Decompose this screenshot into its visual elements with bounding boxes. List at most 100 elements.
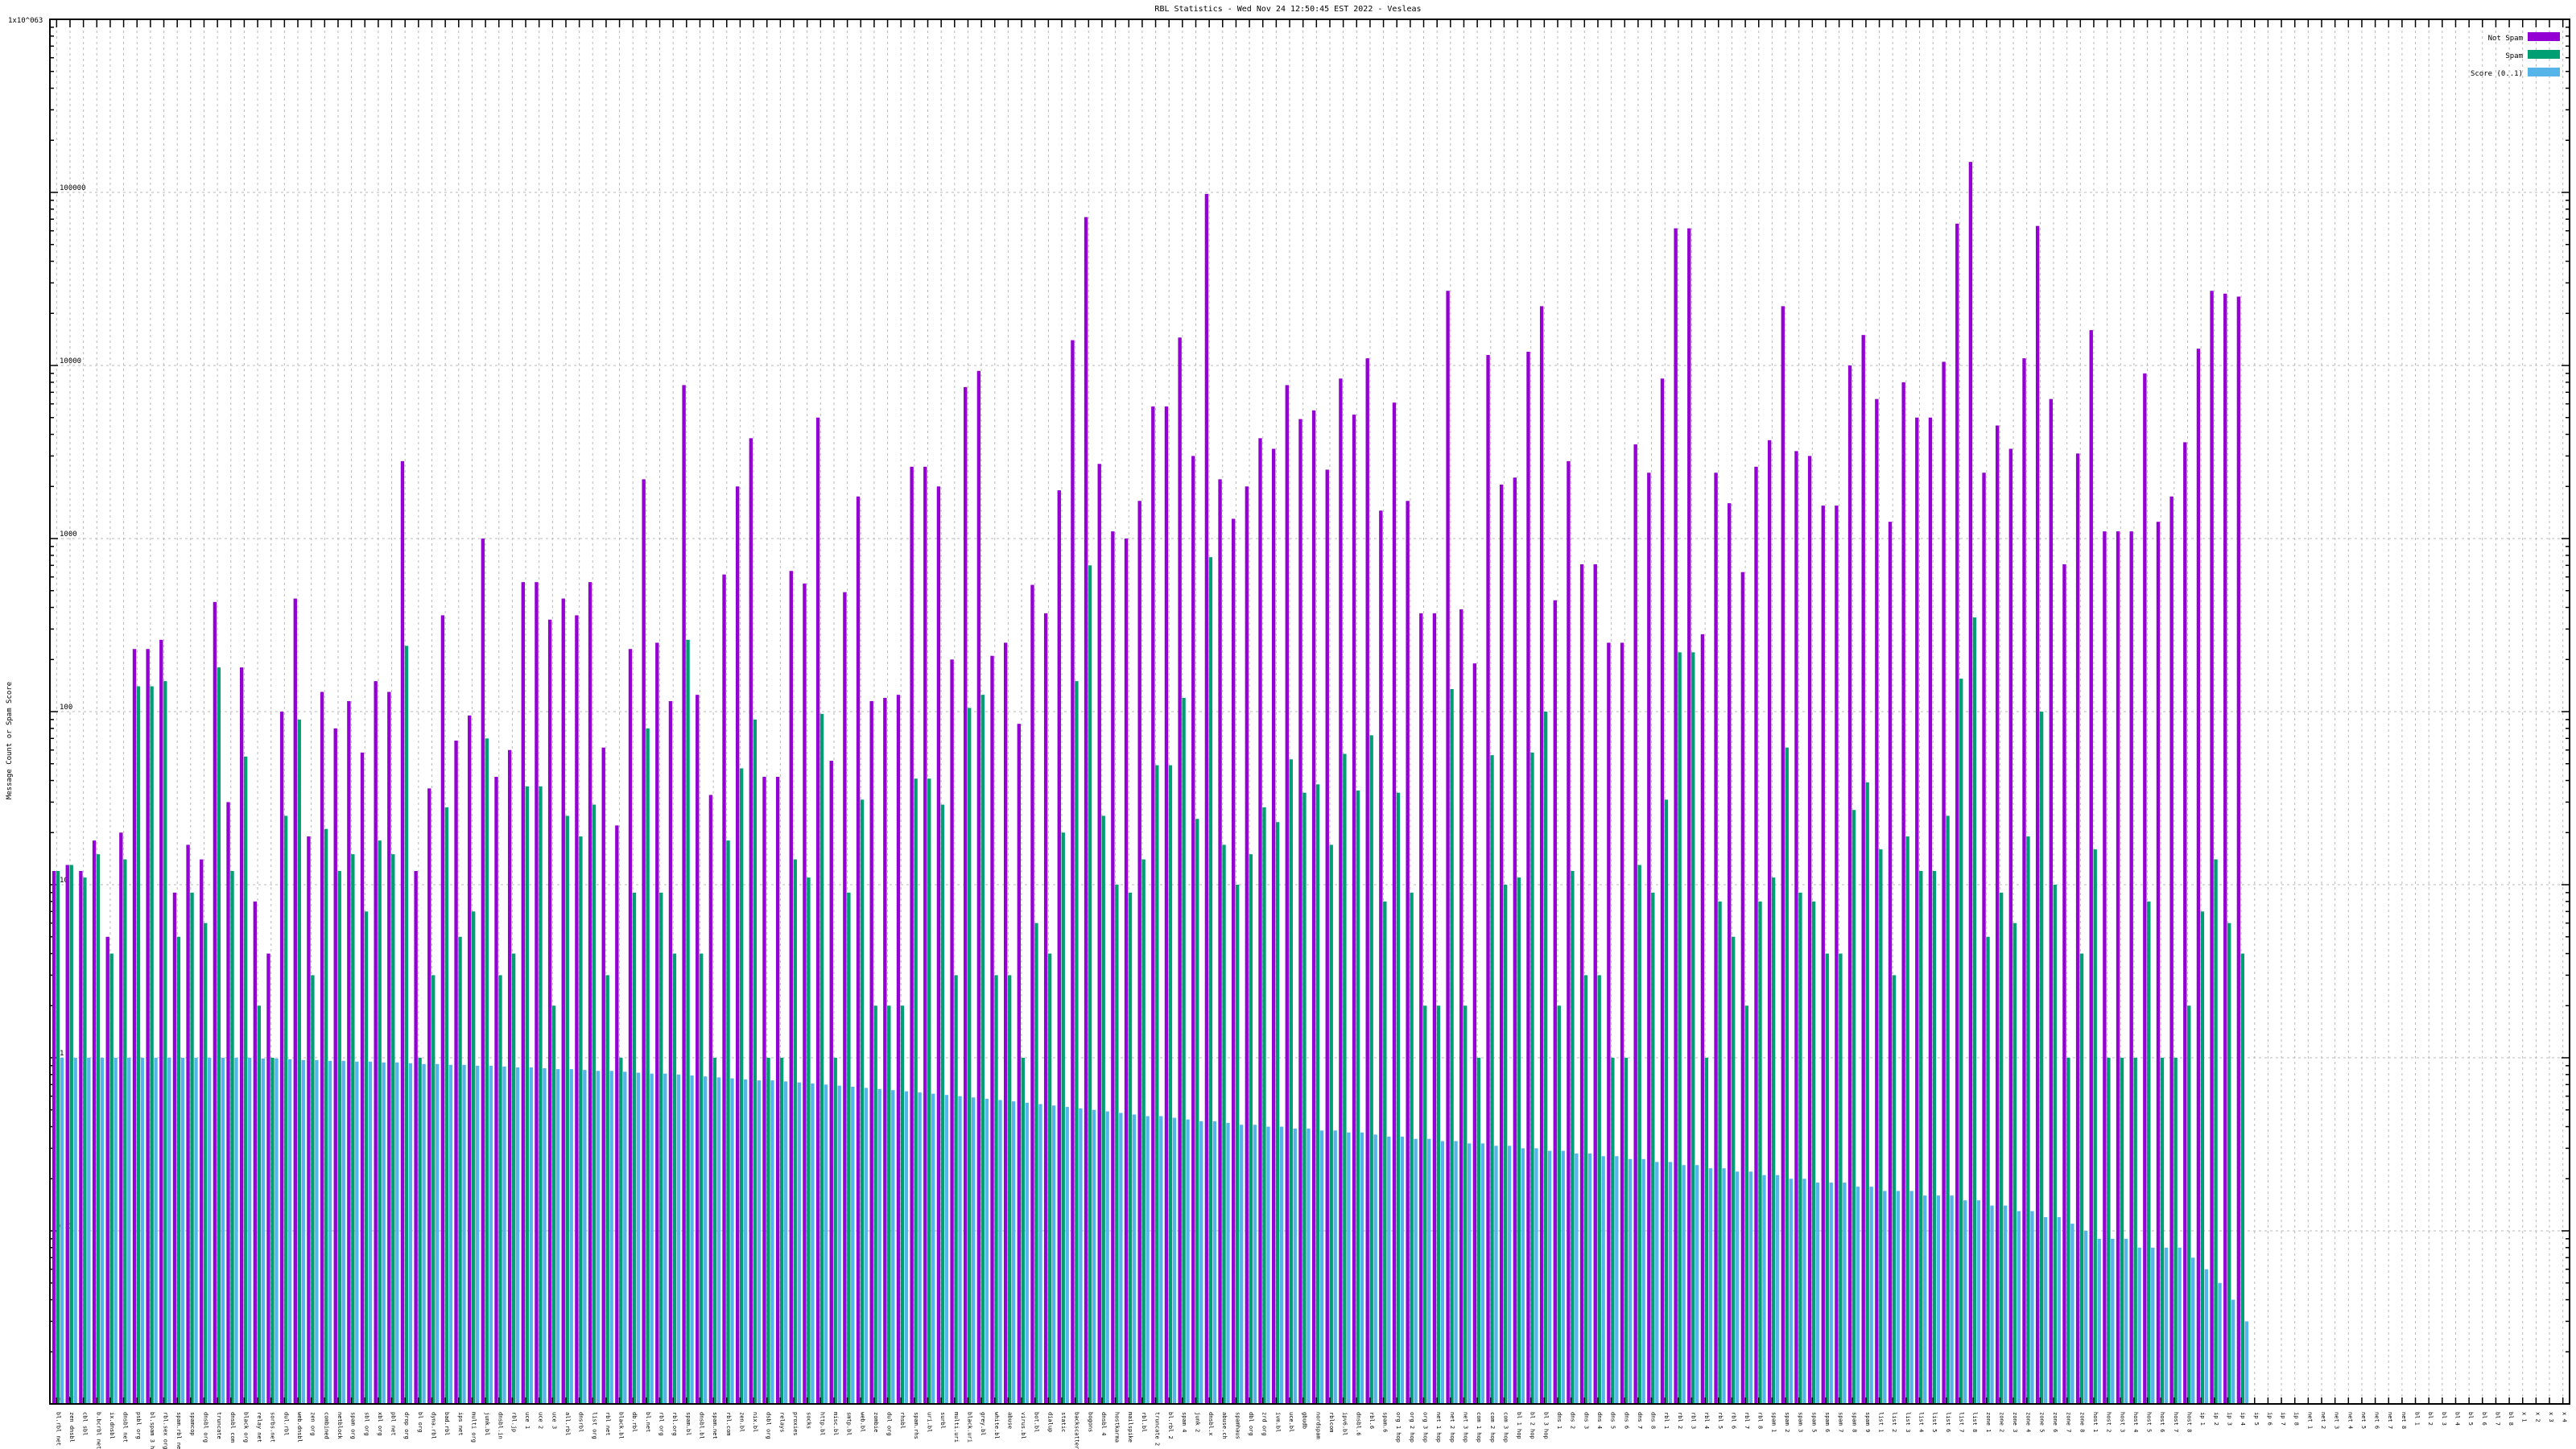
bar-score-0-1-: [569, 1069, 573, 1404]
bar-spam: [1249, 854, 1253, 1404]
bar-spam: [1410, 892, 1414, 1404]
bar-score-0-1-: [1695, 1165, 1699, 1404]
bar-score-0-1-: [2017, 1211, 2021, 1404]
x-tick-label: virus.bl: [1020, 1412, 1026, 1439]
bar-score-0-1-: [690, 1075, 694, 1404]
bar-not-spam: [964, 386, 968, 1404]
bar-spam: [1088, 565, 1092, 1404]
x-tick-label: bl 2: [2427, 1412, 2434, 1426]
bar-spam: [2079, 953, 2084, 1404]
bar-score-0-1-: [1347, 1132, 1351, 1404]
bar-score-0-1-: [2030, 1211, 2034, 1404]
x-tick-label: backscatter: [1074, 1412, 1080, 1449]
bar-spam: [619, 1058, 623, 1404]
x-tick-label: zone 8: [2079, 1412, 2085, 1432]
bar-spam: [243, 756, 248, 1404]
bar-not-spam: [146, 649, 150, 1404]
bar-score-0-1-: [904, 1091, 909, 1404]
bar-score-0-1-: [167, 1058, 171, 1404]
bar-score-0-1-: [1923, 1195, 1927, 1404]
bar-not-spam: [507, 749, 512, 1404]
bar-not-spam: [2143, 373, 2147, 1404]
x-tick-label: spam 6: [1824, 1412, 1831, 1432]
bar-not-spam: [253, 901, 258, 1404]
bar-score-0-1-: [609, 1071, 613, 1404]
x-tick-label: zone 2: [1998, 1412, 2004, 1432]
bar-not-spam: [1499, 484, 1504, 1404]
bar-spam: [1329, 844, 1333, 1404]
x-tick-label: web.dnsbl: [296, 1412, 303, 1443]
bar-not-spam: [1647, 473, 1651, 1404]
x-tick-label: spam 1: [1770, 1412, 1777, 1432]
bar-score-0-1-: [1775, 1174, 1780, 1404]
x-tick-label: abuse.ch: [1221, 1412, 1228, 1439]
bar-not-spam: [535, 582, 539, 1404]
bar-spam: [69, 865, 73, 1404]
bar-not-spam: [1767, 440, 1772, 1404]
bar-score-0-1-: [221, 1058, 225, 1404]
bar-score-0-1-: [2097, 1238, 2101, 1404]
bar-not-spam: [1204, 193, 1209, 1405]
bar-not-spam: [1847, 365, 1852, 1404]
bar-not-spam: [682, 385, 686, 1404]
x-tick-label: rbl org: [658, 1412, 665, 1436]
bar-spam: [860, 799, 865, 1404]
bar-not-spam: [2210, 291, 2214, 1404]
bar-score-0-1-: [1199, 1121, 1203, 1404]
x-tick-label: com 3 hop: [1502, 1412, 1509, 1443]
x-tick-label: drop org: [403, 1412, 410, 1439]
bar-spam: [1115, 885, 1119, 1404]
bar-not-spam: [1728, 503, 1732, 1404]
bar-not-spam: [279, 712, 284, 1404]
bar-score-0-1-: [1494, 1146, 1498, 1404]
bar-spam: [779, 1058, 784, 1404]
x-tick-label: psbl org: [135, 1412, 142, 1439]
bar-not-spam: [2089, 330, 2093, 1404]
bar-score-0-1-: [275, 1058, 279, 1404]
bar-score-0-1-: [489, 1065, 493, 1404]
x-tick-label: netblock: [336, 1412, 343, 1440]
bar-not-spam: [2062, 564, 2066, 1404]
bar-score-0-1-: [1373, 1134, 1377, 1404]
bar-spam: [190, 892, 194, 1404]
x-tick-label: bad.rbl: [444, 1412, 450, 1436]
x-tick-label: spam 3: [1798, 1412, 1804, 1432]
bar-spam: [1168, 765, 1173, 1404]
x-tick-label: dsbl org: [766, 1412, 772, 1439]
bar-not-spam: [2183, 442, 2187, 1404]
bar-not-spam: [2075, 453, 2080, 1405]
bar-not-spam: [1057, 490, 1061, 1404]
bar-spam: [257, 1005, 261, 1404]
bar-score-0-1-: [783, 1081, 788, 1404]
x-tick-label: zrd org: [1261, 1412, 1268, 1436]
bar-not-spam: [2049, 398, 2053, 1405]
bar-spam: [793, 859, 797, 1404]
bar-spam: [1758, 901, 1762, 1404]
bar-spam: [217, 667, 221, 1404]
x-tick-label: rbl 7: [1744, 1412, 1750, 1429]
bar-spam: [1182, 697, 1186, 1404]
bar-spam: [1785, 747, 1789, 1404]
bar-score-0-1-: [770, 1080, 774, 1404]
bar-not-spam: [521, 582, 525, 1404]
bar-not-spam: [2223, 293, 2227, 1404]
bar-score-0-1-: [207, 1058, 212, 1404]
bar-spam: [324, 828, 328, 1404]
bar-score-0-1-: [382, 1062, 386, 1404]
bar-score-0-1-: [1789, 1179, 1793, 1404]
x-tick-label: bl 1: [2414, 1412, 2421, 1426]
bar-not-spam: [2169, 496, 2174, 1404]
bar-not-spam: [132, 649, 137, 1404]
bar-not-spam: [92, 840, 97, 1404]
bar-not-spam: [119, 832, 123, 1404]
x-tick-label: dul org: [886, 1412, 893, 1436]
bar-not-spam: [1835, 506, 1839, 1405]
bar-spam: [337, 870, 341, 1404]
bar-score-0-1-: [2204, 1269, 2209, 1404]
bar-spam: [391, 854, 395, 1404]
x-tick-label: net 2 hop: [1449, 1412, 1455, 1443]
x-tick-label: org 2 hop: [1409, 1412, 1415, 1443]
bar-score-0-1-: [1239, 1125, 1244, 1404]
x-tick-label: spam 8: [1851, 1412, 1857, 1432]
